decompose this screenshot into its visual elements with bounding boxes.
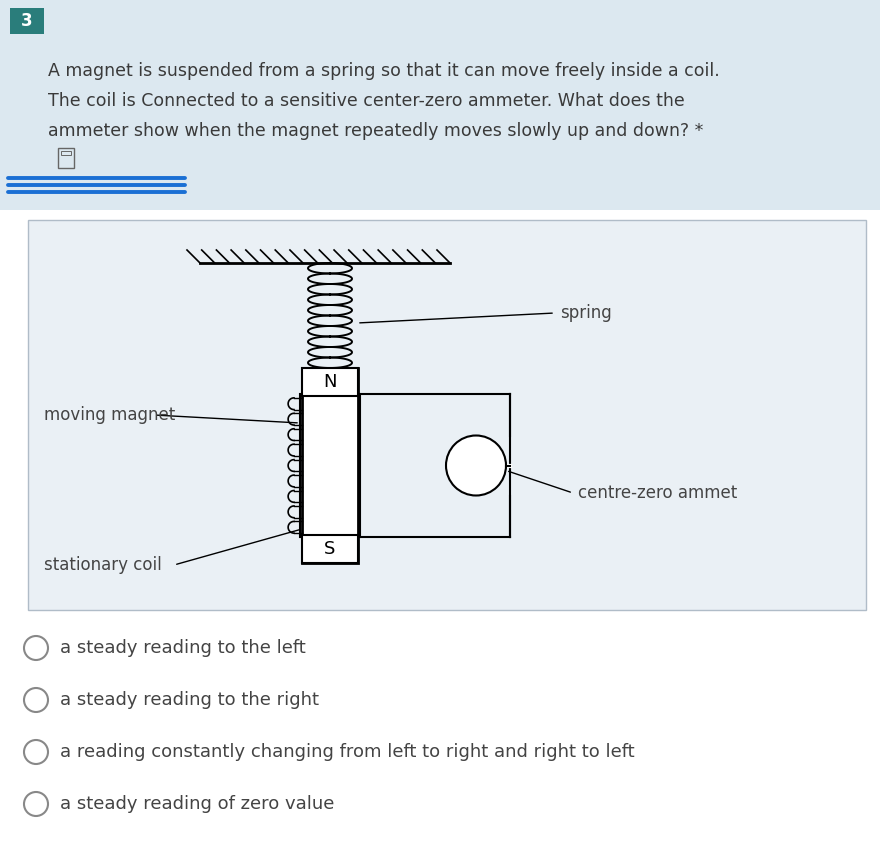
Text: a steady reading of zero value: a steady reading of zero value	[60, 795, 334, 813]
Circle shape	[24, 688, 48, 712]
Text: N: N	[323, 373, 337, 391]
Circle shape	[446, 435, 506, 496]
Text: moving magnet: moving magnet	[44, 406, 175, 424]
Text: ammeter show when the magnet repeatedly moves slowly up and down? *: ammeter show when the magnet repeatedly …	[48, 122, 703, 140]
Bar	[302, 535, 358, 563]
Text: a steady reading to the left: a steady reading to the left	[60, 639, 305, 657]
Bar	[302, 368, 358, 563]
Text: The coil is Connected to a sensitive center-zero ammeter. What does the: The coil is Connected to a sensitive cen…	[48, 92, 685, 110]
Text: spring: spring	[560, 304, 612, 322]
Text: a reading constantly changing from left to right and right to left: a reading constantly changing from left …	[60, 743, 634, 761]
Bar	[0, 210, 880, 855]
Circle shape	[24, 636, 48, 660]
Bar	[28, 220, 866, 610]
Text: a steady reading to the right: a steady reading to the right	[60, 691, 319, 709]
Bar	[58, 148, 74, 168]
Text: centre-zero ammet: centre-zero ammet	[578, 484, 737, 502]
Bar	[300, 394, 360, 537]
Bar	[61, 151, 71, 155]
Text: A magnet is suspended from a spring so that it can move freely inside a coil.: A magnet is suspended from a spring so t…	[48, 62, 720, 80]
Bar	[302, 368, 358, 396]
Bar	[10, 8, 44, 34]
Text: stationary coil: stationary coil	[44, 556, 162, 574]
Circle shape	[24, 792, 48, 816]
Text: 3: 3	[21, 12, 33, 30]
Circle shape	[24, 740, 48, 764]
Text: S: S	[325, 540, 335, 558]
Bar	[0, 0, 880, 210]
